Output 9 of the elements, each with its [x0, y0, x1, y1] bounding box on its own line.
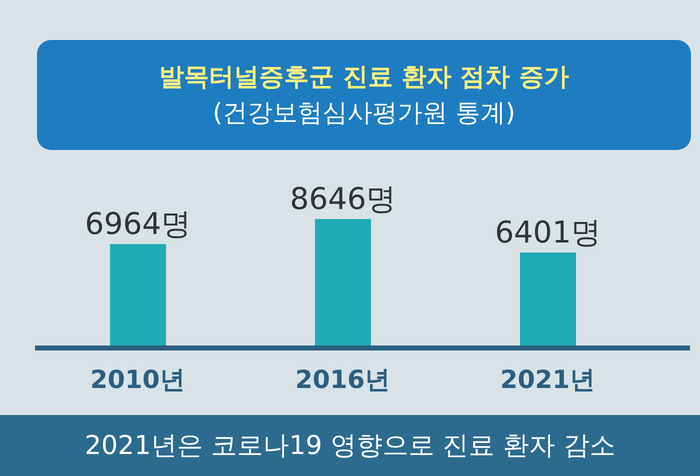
- chart-title: 발목터널증후군 진료 환자 점차 증가: [159, 61, 569, 93]
- text: 2021년은 코로나19 영향으로 진료 환자 감소: [84, 430, 616, 463]
- x-tick-label: 2016년: [295, 364, 390, 394]
- x-tick-label: 2010년: [90, 364, 185, 394]
- chart-subtitle: (건강보험심사평가원 통계): [212, 97, 516, 129]
- x-tick-label: 2021년: [500, 364, 595, 394]
- data-label: 6401명: [494, 215, 602, 250]
- data-label: 6964명: [84, 207, 192, 242]
- data-label: 8646명: [290, 182, 396, 217]
